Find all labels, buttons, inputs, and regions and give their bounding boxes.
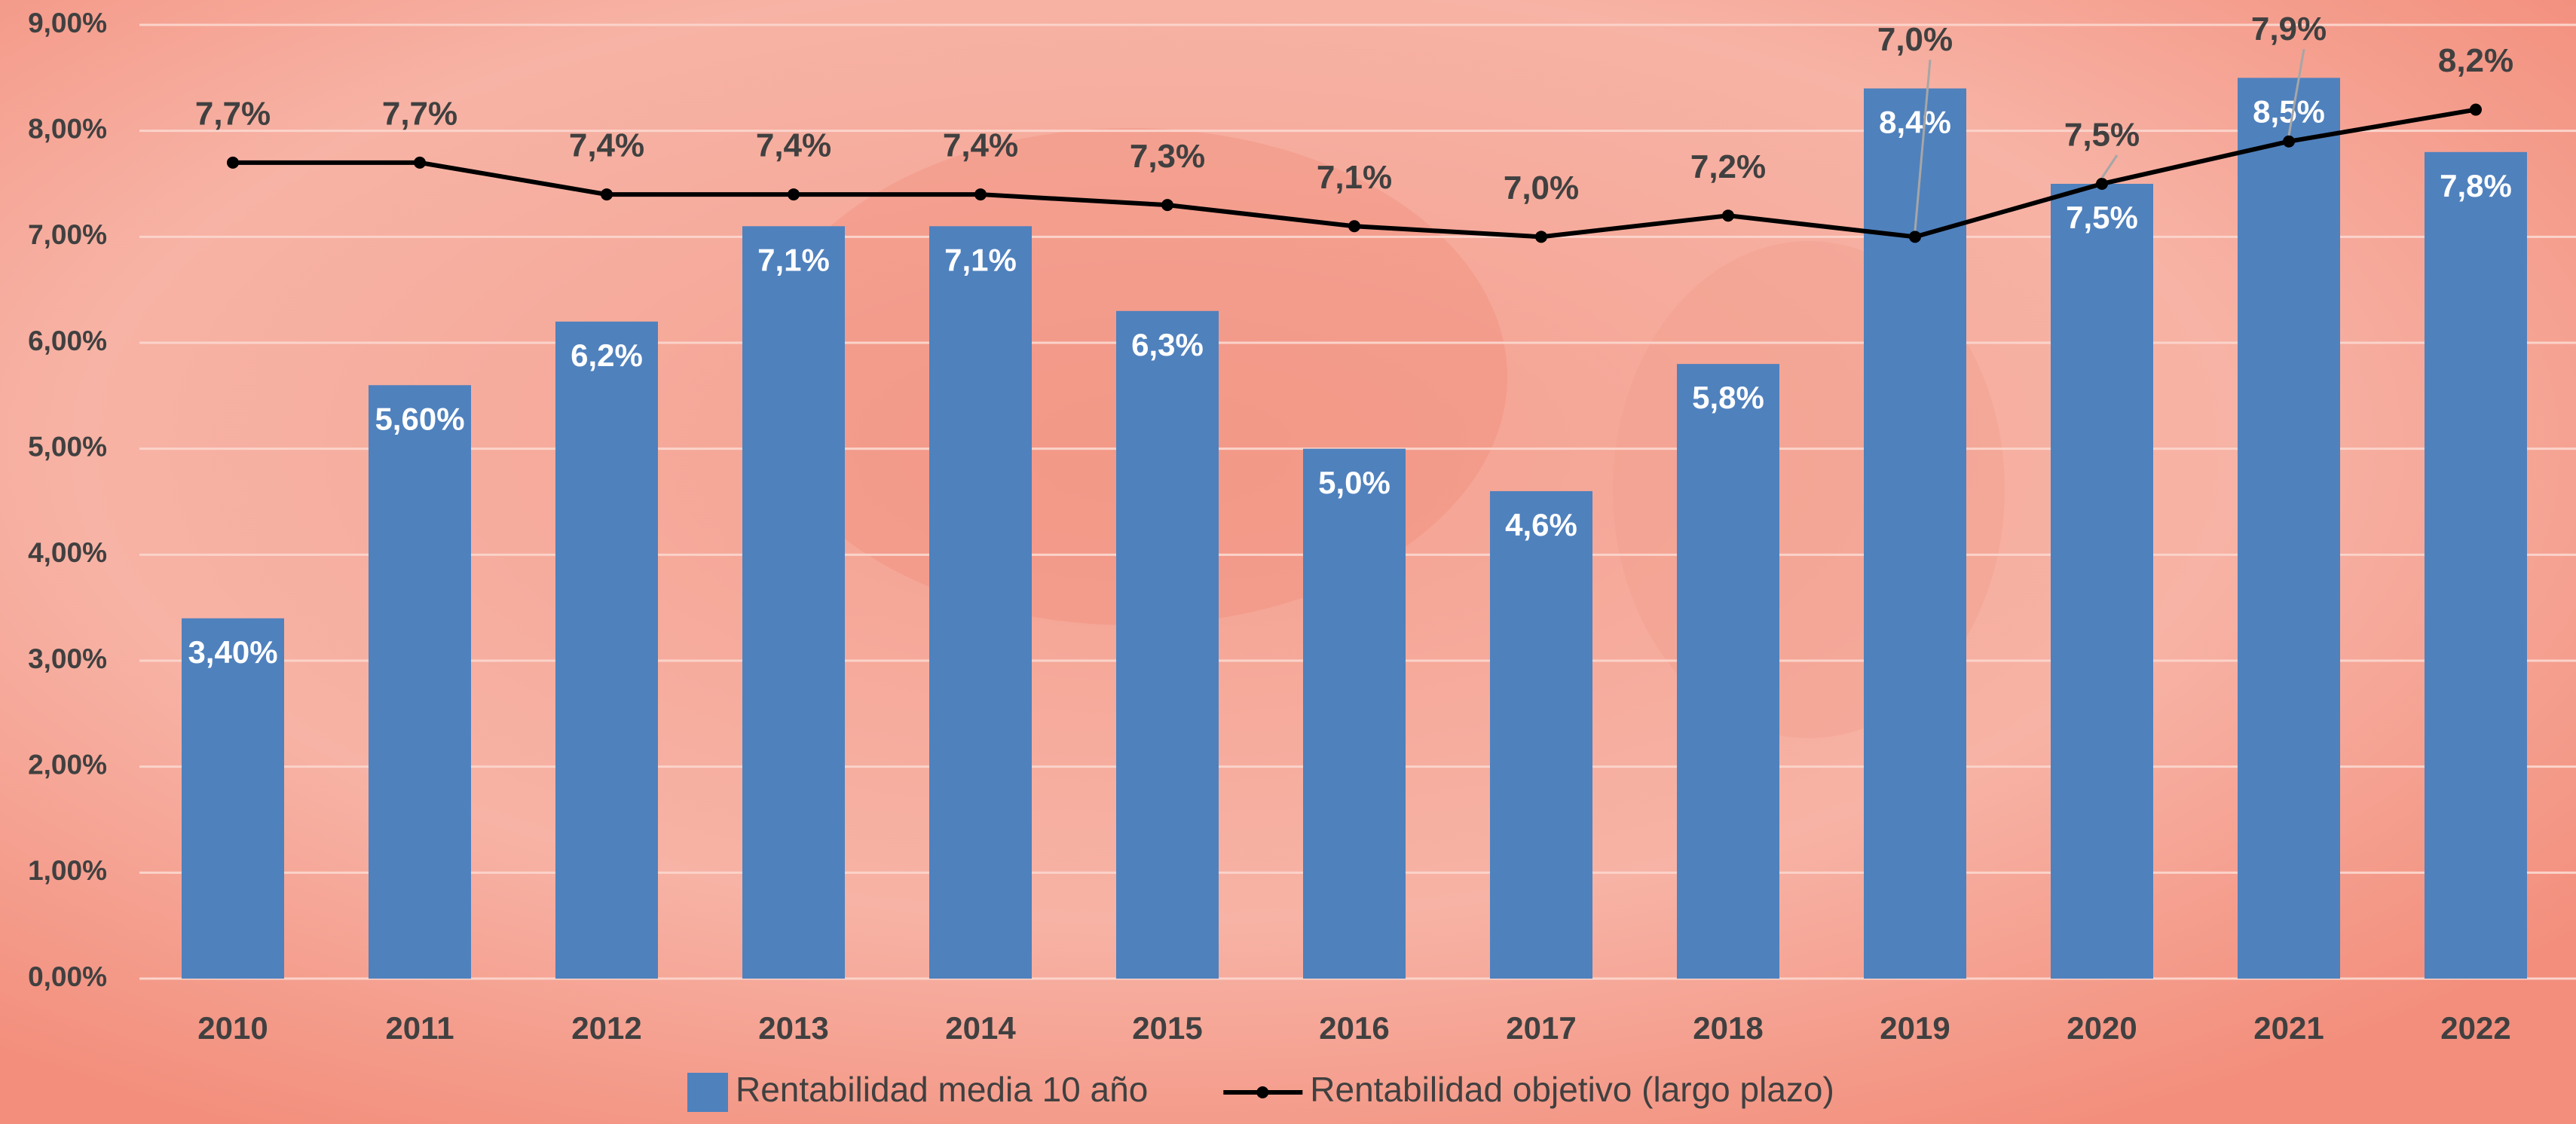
bar (1303, 449, 1406, 979)
bar (1490, 491, 1592, 979)
line-marker (974, 188, 987, 200)
y-tick-label: 3,00% (28, 643, 107, 674)
x-tick-label: 2014 (945, 1010, 1016, 1046)
x-tick-label: 2020 (2067, 1010, 2137, 1046)
line-marker (1722, 209, 1734, 221)
x-tick-label: 2022 (2440, 1010, 2510, 1046)
x-tick-label: 2017 (1506, 1010, 1576, 1046)
bar-value-label: 3,40% (188, 634, 277, 670)
line-value-label: 7,4% (943, 127, 1018, 164)
line-value-label: 7,7% (382, 95, 457, 132)
bar-value-label: 6,3% (1131, 327, 1204, 362)
bar (1677, 364, 1779, 979)
bar-value-label: 8,5% (2253, 93, 2325, 129)
line-marker (227, 157, 239, 169)
y-tick-label: 6,00% (28, 325, 107, 356)
bar-value-label: 6,2% (571, 338, 643, 373)
bar-value-label: 7,8% (2440, 168, 2512, 203)
line-marker (1909, 231, 1921, 243)
y-tick-label: 0,00% (28, 961, 107, 992)
y-tick-label: 1,00% (28, 855, 107, 886)
x-tick-label: 2018 (1693, 1010, 1763, 1046)
line-value-label: 7,9% (2251, 11, 2327, 47)
line-value-label: 7,3% (1130, 138, 1205, 175)
bar (2238, 78, 2340, 979)
y-tick-label: 8,00% (28, 113, 107, 144)
line-marker (2283, 136, 2295, 148)
bar-value-label: 7,1% (757, 242, 830, 277)
bar (182, 619, 284, 979)
page: 0,00% 1,00% 2,00% 3,00% 4,00% 5,00% 6,00% 7,00%… (0, 0, 2576, 1124)
bar (2425, 152, 2527, 979)
bar-value-label: 5,0% (1318, 465, 1390, 500)
bar (742, 226, 845, 979)
line-value-label: 8,2% (2438, 42, 2513, 79)
y-tick-label: 4,00% (28, 537, 107, 568)
x-tick-label: 2015 (1132, 1010, 1202, 1046)
x-tick-label: 2012 (571, 1010, 641, 1046)
line-marker (414, 157, 426, 169)
bar (2051, 184, 2153, 979)
bar-value-label: 8,4% (1879, 104, 1951, 139)
bar (929, 226, 1032, 979)
bar-value-label: 5,8% (1692, 380, 1764, 415)
y-tick-label: 7,00% (28, 219, 107, 250)
y-tick-label: 5,00% (28, 431, 107, 462)
legend-label: Rentabilidad objetivo (largo plazo) (1310, 1070, 1834, 1109)
line-marker (2470, 104, 2482, 116)
y-tick-label: 9,00% (28, 8, 107, 38)
line-marker (2096, 178, 2108, 190)
line-value-label: 7,7% (195, 95, 271, 132)
x-tick-label: 2021 (2253, 1010, 2324, 1046)
bar (369, 385, 471, 979)
legend-marker (1256, 1086, 1268, 1098)
line-value-label: 7,5% (2064, 117, 2140, 154)
line-value-label: 7,4% (569, 127, 644, 164)
legend-label: Rentabilidad media 10 año (736, 1070, 1148, 1109)
line-marker (1348, 220, 1360, 232)
x-tick-label: 2019 (1880, 1010, 1950, 1046)
bar (1116, 311, 1219, 979)
bar-value-label: 5,60% (375, 401, 464, 436)
bar-value-label: 7,5% (2066, 200, 2138, 235)
line-value-label: 7,0% (1877, 21, 1953, 58)
bar (555, 322, 658, 979)
line-marker (601, 188, 613, 200)
line-marker (788, 188, 800, 200)
y-tick-label: 2,00% (28, 749, 107, 780)
bar-value-label: 7,1% (944, 242, 1017, 277)
line-value-label: 7,4% (756, 127, 831, 164)
line-marker (1161, 199, 1173, 211)
bar-value-label: 4,6% (1505, 507, 1577, 542)
x-tick-label: 2016 (1319, 1010, 1389, 1046)
line-value-label: 7,2% (1690, 148, 1766, 185)
x-tick-label: 2011 (385, 1010, 454, 1046)
line-marker (1535, 231, 1547, 243)
chart: 0,00% 1,00% 2,00% 3,00% 4,00% 5,00% 6,00% 7,00%… (0, 0, 2576, 1124)
legend-swatch (687, 1073, 728, 1112)
line-value-label: 7,0% (1504, 170, 1579, 206)
x-tick-label: 2010 (197, 1010, 268, 1046)
x-tick-label: 2013 (758, 1010, 828, 1046)
line-value-label: 7,1% (1317, 159, 1392, 196)
